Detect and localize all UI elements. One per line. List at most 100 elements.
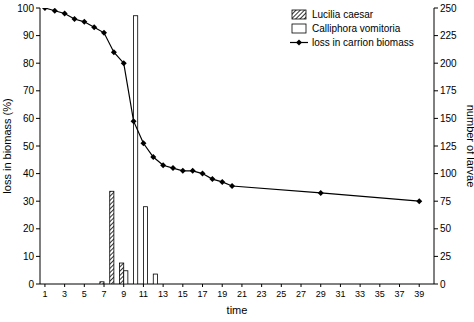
y-tick (36, 8, 40, 9)
bar (114, 284, 118, 285)
x-tick-label: 25 (276, 289, 286, 299)
x-tick-label: 17 (198, 289, 208, 299)
bar (360, 284, 364, 285)
x-tick-label: 27 (296, 289, 306, 299)
marker (140, 140, 146, 146)
bar (222, 284, 226, 285)
y2-tick-label: 200 (440, 58, 457, 69)
y-tick (36, 118, 40, 119)
bar (291, 284, 295, 285)
y2-tick-label: 50 (440, 223, 452, 234)
y2-tick-label: 225 (440, 30, 457, 41)
legend-marker (296, 40, 302, 46)
y2-tick-label: 175 (440, 85, 457, 96)
x-tick (261, 284, 262, 287)
bar (90, 284, 94, 285)
y2-tick-label: 75 (440, 196, 452, 207)
y2-tick (434, 35, 438, 36)
legend-swatch (292, 24, 306, 33)
marker (160, 162, 166, 168)
bar (262, 284, 266, 285)
bar (252, 284, 256, 285)
bar (65, 284, 69, 285)
x-tick (340, 284, 341, 287)
marker (91, 24, 97, 30)
bar (84, 284, 88, 285)
bar (326, 284, 330, 285)
x-tick (202, 284, 203, 287)
y-tick-label: 90 (23, 30, 35, 41)
bar (70, 284, 74, 285)
y2-tick (434, 118, 438, 119)
x-axis-title: time (227, 304, 248, 316)
bar (169, 284, 173, 285)
bar (94, 284, 98, 285)
bar (208, 284, 212, 285)
y2-tick-label: 100 (440, 168, 457, 179)
bar (104, 284, 108, 285)
bar (110, 191, 114, 284)
y-tick-label: 60 (23, 113, 35, 124)
marker (81, 19, 87, 25)
bar (307, 284, 311, 285)
bar (60, 284, 64, 285)
marker (200, 171, 206, 177)
y-tick (36, 90, 40, 91)
y-tick (36, 35, 40, 36)
bar (321, 284, 325, 285)
bar (415, 284, 419, 285)
y-tick (36, 173, 40, 174)
y2-tick (434, 201, 438, 202)
bar (297, 284, 301, 285)
x-tick (360, 284, 361, 287)
legend-swatch (292, 10, 306, 19)
bar (203, 284, 207, 285)
bar (139, 284, 143, 285)
x-tick-label: 35 (375, 289, 385, 299)
y-tick-label: 40 (23, 168, 35, 179)
bar (429, 284, 433, 285)
bar (277, 284, 281, 285)
x-tick (281, 284, 282, 287)
bar (267, 284, 271, 285)
marker (121, 60, 127, 66)
bar (271, 284, 275, 285)
y2-axis-title: number of larvae (465, 105, 474, 188)
marker (52, 8, 58, 14)
y2-tick-label: 250 (440, 3, 457, 14)
bar (193, 284, 197, 285)
bar (390, 284, 394, 285)
x-tick-label: 3 (62, 289, 67, 299)
chart: 0102030405060708090100025507510012515017… (0, 0, 474, 322)
x-tick (64, 284, 65, 287)
x-tick-label: 29 (316, 289, 326, 299)
bar (80, 284, 84, 285)
bar (350, 284, 354, 285)
y-tick (36, 284, 40, 285)
x-tick-label: 11 (139, 289, 148, 299)
bar (124, 271, 128, 284)
marker (101, 30, 107, 36)
y2-tick-label: 125 (440, 141, 457, 152)
bar (370, 284, 374, 285)
bar (409, 284, 413, 285)
bar (346, 284, 350, 285)
plot-area (42, 8, 422, 284)
marker (190, 168, 196, 174)
marker (416, 198, 422, 204)
bar (287, 284, 291, 285)
bar (212, 284, 216, 285)
marker (62, 11, 68, 17)
x-tick-label: 5 (82, 289, 87, 299)
bar (356, 284, 360, 285)
y-tick (36, 228, 40, 229)
bar (41, 284, 45, 285)
x-tick (379, 284, 380, 287)
bar (218, 284, 222, 285)
y2-tick-label: 150 (440, 113, 457, 124)
y2-tick (434, 146, 438, 147)
x-tick-label: 7 (102, 289, 107, 299)
x-tick (241, 284, 242, 287)
bar (366, 284, 370, 285)
y-tick (36, 146, 40, 147)
